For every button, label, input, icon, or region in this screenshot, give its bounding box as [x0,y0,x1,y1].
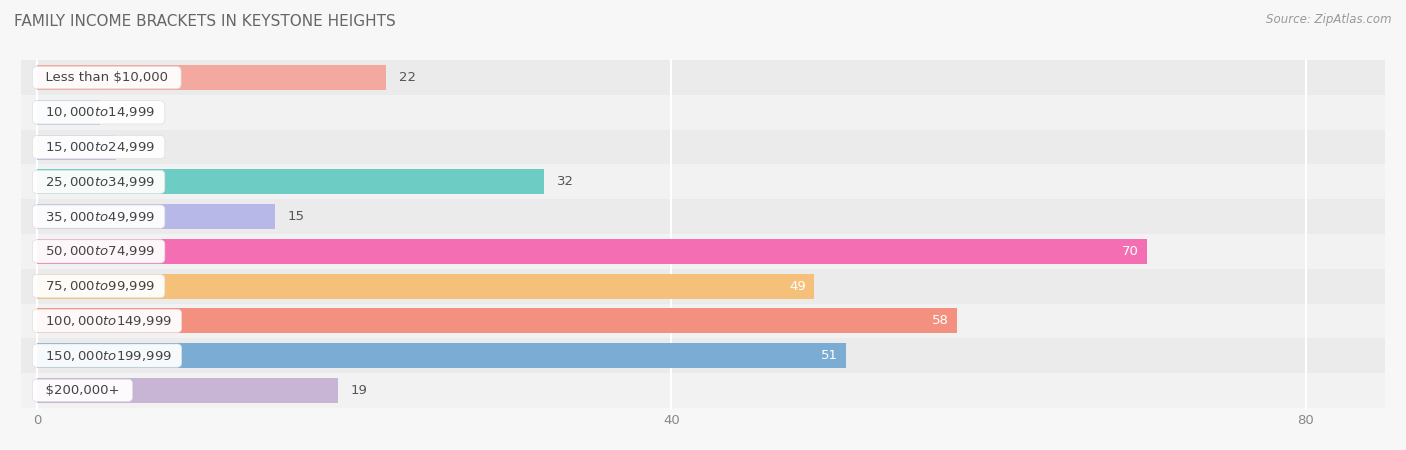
Text: $200,000+: $200,000+ [37,384,128,397]
Text: $35,000 to $49,999: $35,000 to $49,999 [37,210,160,224]
Text: 58: 58 [932,315,949,328]
Bar [37,100,100,125]
Text: $15,000 to $24,999: $15,000 to $24,999 [37,140,160,154]
Bar [21,60,1385,95]
Bar [37,308,956,333]
Bar [37,169,544,194]
Text: $10,000 to $14,999: $10,000 to $14,999 [37,105,160,119]
Bar [37,274,814,299]
Text: 15: 15 [287,210,305,223]
Text: 49: 49 [789,279,806,292]
Text: Less than $10,000: Less than $10,000 [37,71,176,84]
Bar [37,239,1147,264]
Bar [21,373,1385,408]
Text: 4: 4 [112,106,121,119]
Bar [37,378,339,403]
Text: 32: 32 [557,176,574,189]
Bar [21,199,1385,234]
Text: $25,000 to $34,999: $25,000 to $34,999 [37,175,160,189]
Bar [21,234,1385,269]
Text: 5: 5 [129,140,138,153]
Text: $150,000 to $199,999: $150,000 to $199,999 [37,349,177,363]
Text: 70: 70 [1122,245,1139,258]
Text: $100,000 to $149,999: $100,000 to $149,999 [37,314,177,328]
Bar [21,338,1385,373]
Bar [37,204,274,229]
Bar [37,65,385,90]
Bar [37,135,117,160]
Text: 22: 22 [398,71,416,84]
Text: 51: 51 [821,349,838,362]
Text: FAMILY INCOME BRACKETS IN KEYSTONE HEIGHTS: FAMILY INCOME BRACKETS IN KEYSTONE HEIGH… [14,14,396,28]
Bar [37,343,846,368]
Bar [21,130,1385,165]
Text: 19: 19 [352,384,368,397]
Text: Source: ZipAtlas.com: Source: ZipAtlas.com [1267,14,1392,27]
Bar [21,95,1385,130]
Text: $50,000 to $74,999: $50,000 to $74,999 [37,244,160,258]
Bar [21,303,1385,338]
Text: $75,000 to $99,999: $75,000 to $99,999 [37,279,160,293]
Bar [21,165,1385,199]
Bar [21,269,1385,303]
